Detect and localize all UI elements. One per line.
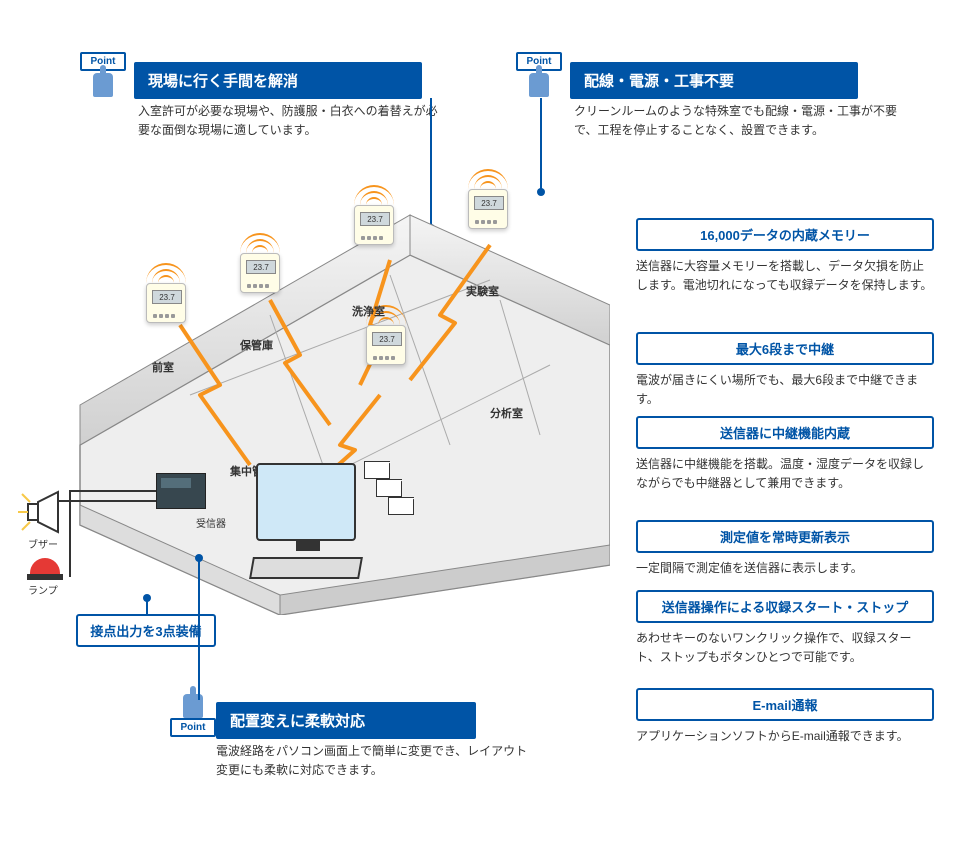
callout-dot bbox=[195, 554, 203, 562]
header-top-left-title: 現場に行く手間を解消 bbox=[148, 73, 298, 90]
sensor-wash: 23.7 bbox=[350, 197, 398, 245]
hand-icon bbox=[529, 73, 549, 97]
sensor-reading: 23.7 bbox=[372, 332, 402, 346]
email-icon bbox=[364, 461, 390, 479]
point-badge-bottom: Point bbox=[170, 692, 216, 748]
callout-dot bbox=[143, 594, 151, 602]
feature-memory: 16,000データの内蔵メモリー 送信器に大容量メモリーを搭載し、データ欠損を防… bbox=[636, 218, 934, 295]
feature-desc: 一定間隔で測定値を送信器に表示します。 bbox=[636, 559, 934, 578]
feature-desc: 送信器に大容量メモリーを搭載し、データ欠損を防止します。電池切れになっても収録デ… bbox=[636, 257, 934, 295]
point-label: Point bbox=[170, 718, 216, 737]
callout-line bbox=[146, 600, 148, 614]
contact-output-text: 接点出力を3点装備 bbox=[90, 624, 201, 639]
callout-line bbox=[540, 98, 542, 190]
control-computer bbox=[256, 463, 361, 579]
point-badge-top-right: Point bbox=[516, 52, 562, 108]
room-label-analysis: 分析室 bbox=[490, 405, 523, 421]
feature-title: E-mail通報 bbox=[636, 688, 934, 721]
buzzer-label: ブザー bbox=[28, 536, 58, 551]
callout-line bbox=[198, 560, 200, 700]
header-top-right-title: 配線・電源・工事不要 bbox=[584, 73, 734, 90]
sensor-reading: 23.7 bbox=[474, 196, 504, 210]
buzzer-speaker bbox=[18, 492, 88, 532]
feature-display: 測定値を常時更新表示 一定間隔で測定値を送信器に表示します。 bbox=[636, 520, 934, 578]
feature-relay6: 最大6段まで中継 電波が届きにくい場所でも、最大6段まで中継できます。 bbox=[636, 332, 934, 409]
header-top-left: 現場に行く手間を解消 bbox=[134, 62, 422, 99]
point-badge-top-left: Point bbox=[80, 52, 126, 108]
feature-title: 測定値を常時更新表示 bbox=[636, 520, 934, 553]
sensor-storage: 23.7 bbox=[236, 245, 284, 293]
feature-title: 最大6段まで中継 bbox=[636, 332, 934, 365]
feature-relay-builtin: 送信器に中継機能内蔵 送信器に中継機能を搭載。温度・湿度データを収録しながらでも… bbox=[636, 416, 934, 493]
sensor-lab: 23.7 bbox=[464, 181, 512, 229]
alarm-lamp bbox=[30, 558, 63, 580]
contact-output-badge: 接点出力を3点装備 bbox=[76, 614, 216, 647]
lamp-label: ランプ bbox=[28, 582, 58, 597]
sensor-reading: 23.7 bbox=[246, 260, 276, 274]
facility-diagram: 23.7 23.7 23.7 23.7 23.7 前室 保管庫 洗浄室 実験室 … bbox=[70, 185, 610, 615]
room-label-wash: 洗浄室 bbox=[352, 303, 385, 319]
room-label-storage: 保管庫 bbox=[240, 337, 273, 353]
header-top-left-desc: 入室許可が必要な現場や、防護服・白衣への着替えが必要な面倒な現場に適しています。 bbox=[138, 102, 438, 140]
feature-title: 送信器操作による収録スタート・ストップ bbox=[636, 590, 934, 623]
hand-icon bbox=[93, 73, 113, 97]
header-bottom-desc: 電波経路をパソコン画面上で簡単に変更でき、レイアウト変更にも柔軟に対応できます。 bbox=[216, 742, 536, 780]
sensor-reading: 23.7 bbox=[360, 212, 390, 226]
feature-desc: 電波が届きにくい場所でも、最大6段まで中継できます。 bbox=[636, 371, 934, 409]
feature-startstop: 送信器操作による収録スタート・ストップ あわせキーのないワンクリック操作で、収録… bbox=[636, 590, 934, 667]
feature-desc: 送信器に中継機能を搭載。温度・湿度データを収録しながらでも中継器として兼用できま… bbox=[636, 455, 934, 493]
room-label-lab: 実験室 bbox=[466, 283, 499, 299]
feature-email: E-mail通報 アプリケーションソフトからE-mail通報できます。 bbox=[636, 688, 934, 746]
hand-icon bbox=[183, 694, 203, 718]
feature-title: 送信器に中継機能内蔵 bbox=[636, 416, 934, 449]
header-bottom: 配置変えに柔軟対応 bbox=[216, 702, 476, 739]
header-top-right-desc: クリーンルームのような特殊室でも配線・電源・工事が不要で、工程を停止することなく… bbox=[574, 102, 904, 140]
feature-desc: アプリケーションソフトからE-mail通報できます。 bbox=[636, 727, 934, 746]
feature-title: 16,000データの内蔵メモリー bbox=[636, 218, 934, 251]
email-icon bbox=[376, 479, 402, 497]
email-icon bbox=[388, 497, 414, 515]
header-bottom-title: 配置変えに柔軟対応 bbox=[230, 713, 365, 730]
sensor-control: 23.7 bbox=[362, 317, 410, 365]
header-top-right: 配線・電源・工事不要 bbox=[570, 62, 858, 99]
feature-desc: あわせキーのないワンクリック操作で、収録スタート、ストップもボタンひとつで可能で… bbox=[636, 629, 934, 667]
